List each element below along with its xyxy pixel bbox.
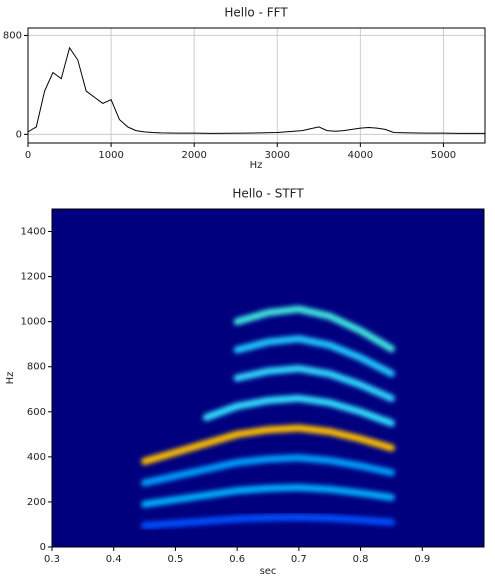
y-tick-label: 800 [3, 30, 22, 41]
x-tick-label: 0.9 [414, 554, 430, 565]
y-tick-label: 0 [16, 129, 22, 140]
x-tick-label: 1000 [98, 150, 123, 161]
harmonic-band [141, 454, 395, 487]
x-tick-label: 5000 [431, 150, 456, 161]
y-tick-label: 1200 [21, 272, 46, 283]
x-tick-label: 2000 [181, 150, 206, 161]
x-tick-label: 4000 [348, 150, 373, 161]
fft-line [27, 46, 485, 134]
x-tick-label: 0.3 [44, 554, 60, 565]
y-tick-label: 0 [40, 542, 46, 553]
x-axis-label: sec [260, 566, 277, 577]
y-tick-label: 800 [27, 362, 46, 373]
x-tick-label: 0.4 [106, 554, 122, 565]
x-tick-label: 0 [25, 150, 31, 161]
y-tick-label: 1400 [21, 227, 46, 238]
y-tick-label: 200 [27, 497, 46, 508]
x-tick-label: 0.6 [229, 554, 245, 565]
harmonic-band [141, 513, 395, 530]
y-tick-label: 1000 [21, 317, 46, 328]
plot-background [52, 209, 484, 547]
x-axis-label: Hz [250, 160, 263, 171]
harmonic-band [141, 424, 395, 465]
x-tick-label: 3000 [265, 150, 290, 161]
chart-title: Hello - FFT [224, 6, 288, 20]
harmonic-band [233, 365, 395, 402]
plot-frame [51, 208, 485, 548]
y-tick-label: 400 [27, 452, 46, 463]
harmonic-band [233, 335, 395, 377]
x-tick-label: 0.8 [353, 554, 369, 565]
y-axis-label: Hz [5, 372, 16, 385]
chart-title: Hello - STFT [232, 187, 304, 201]
x-tick-label: 0.5 [167, 554, 183, 565]
harmonic-band [141, 484, 395, 508]
y-tick-label: 600 [27, 407, 46, 418]
harmonic-band [202, 394, 395, 427]
harmonic-band [233, 305, 395, 353]
spectrogram [141, 305, 395, 530]
x-tick-label: 0.7 [291, 554, 307, 565]
plot-frame [27, 27, 486, 144]
